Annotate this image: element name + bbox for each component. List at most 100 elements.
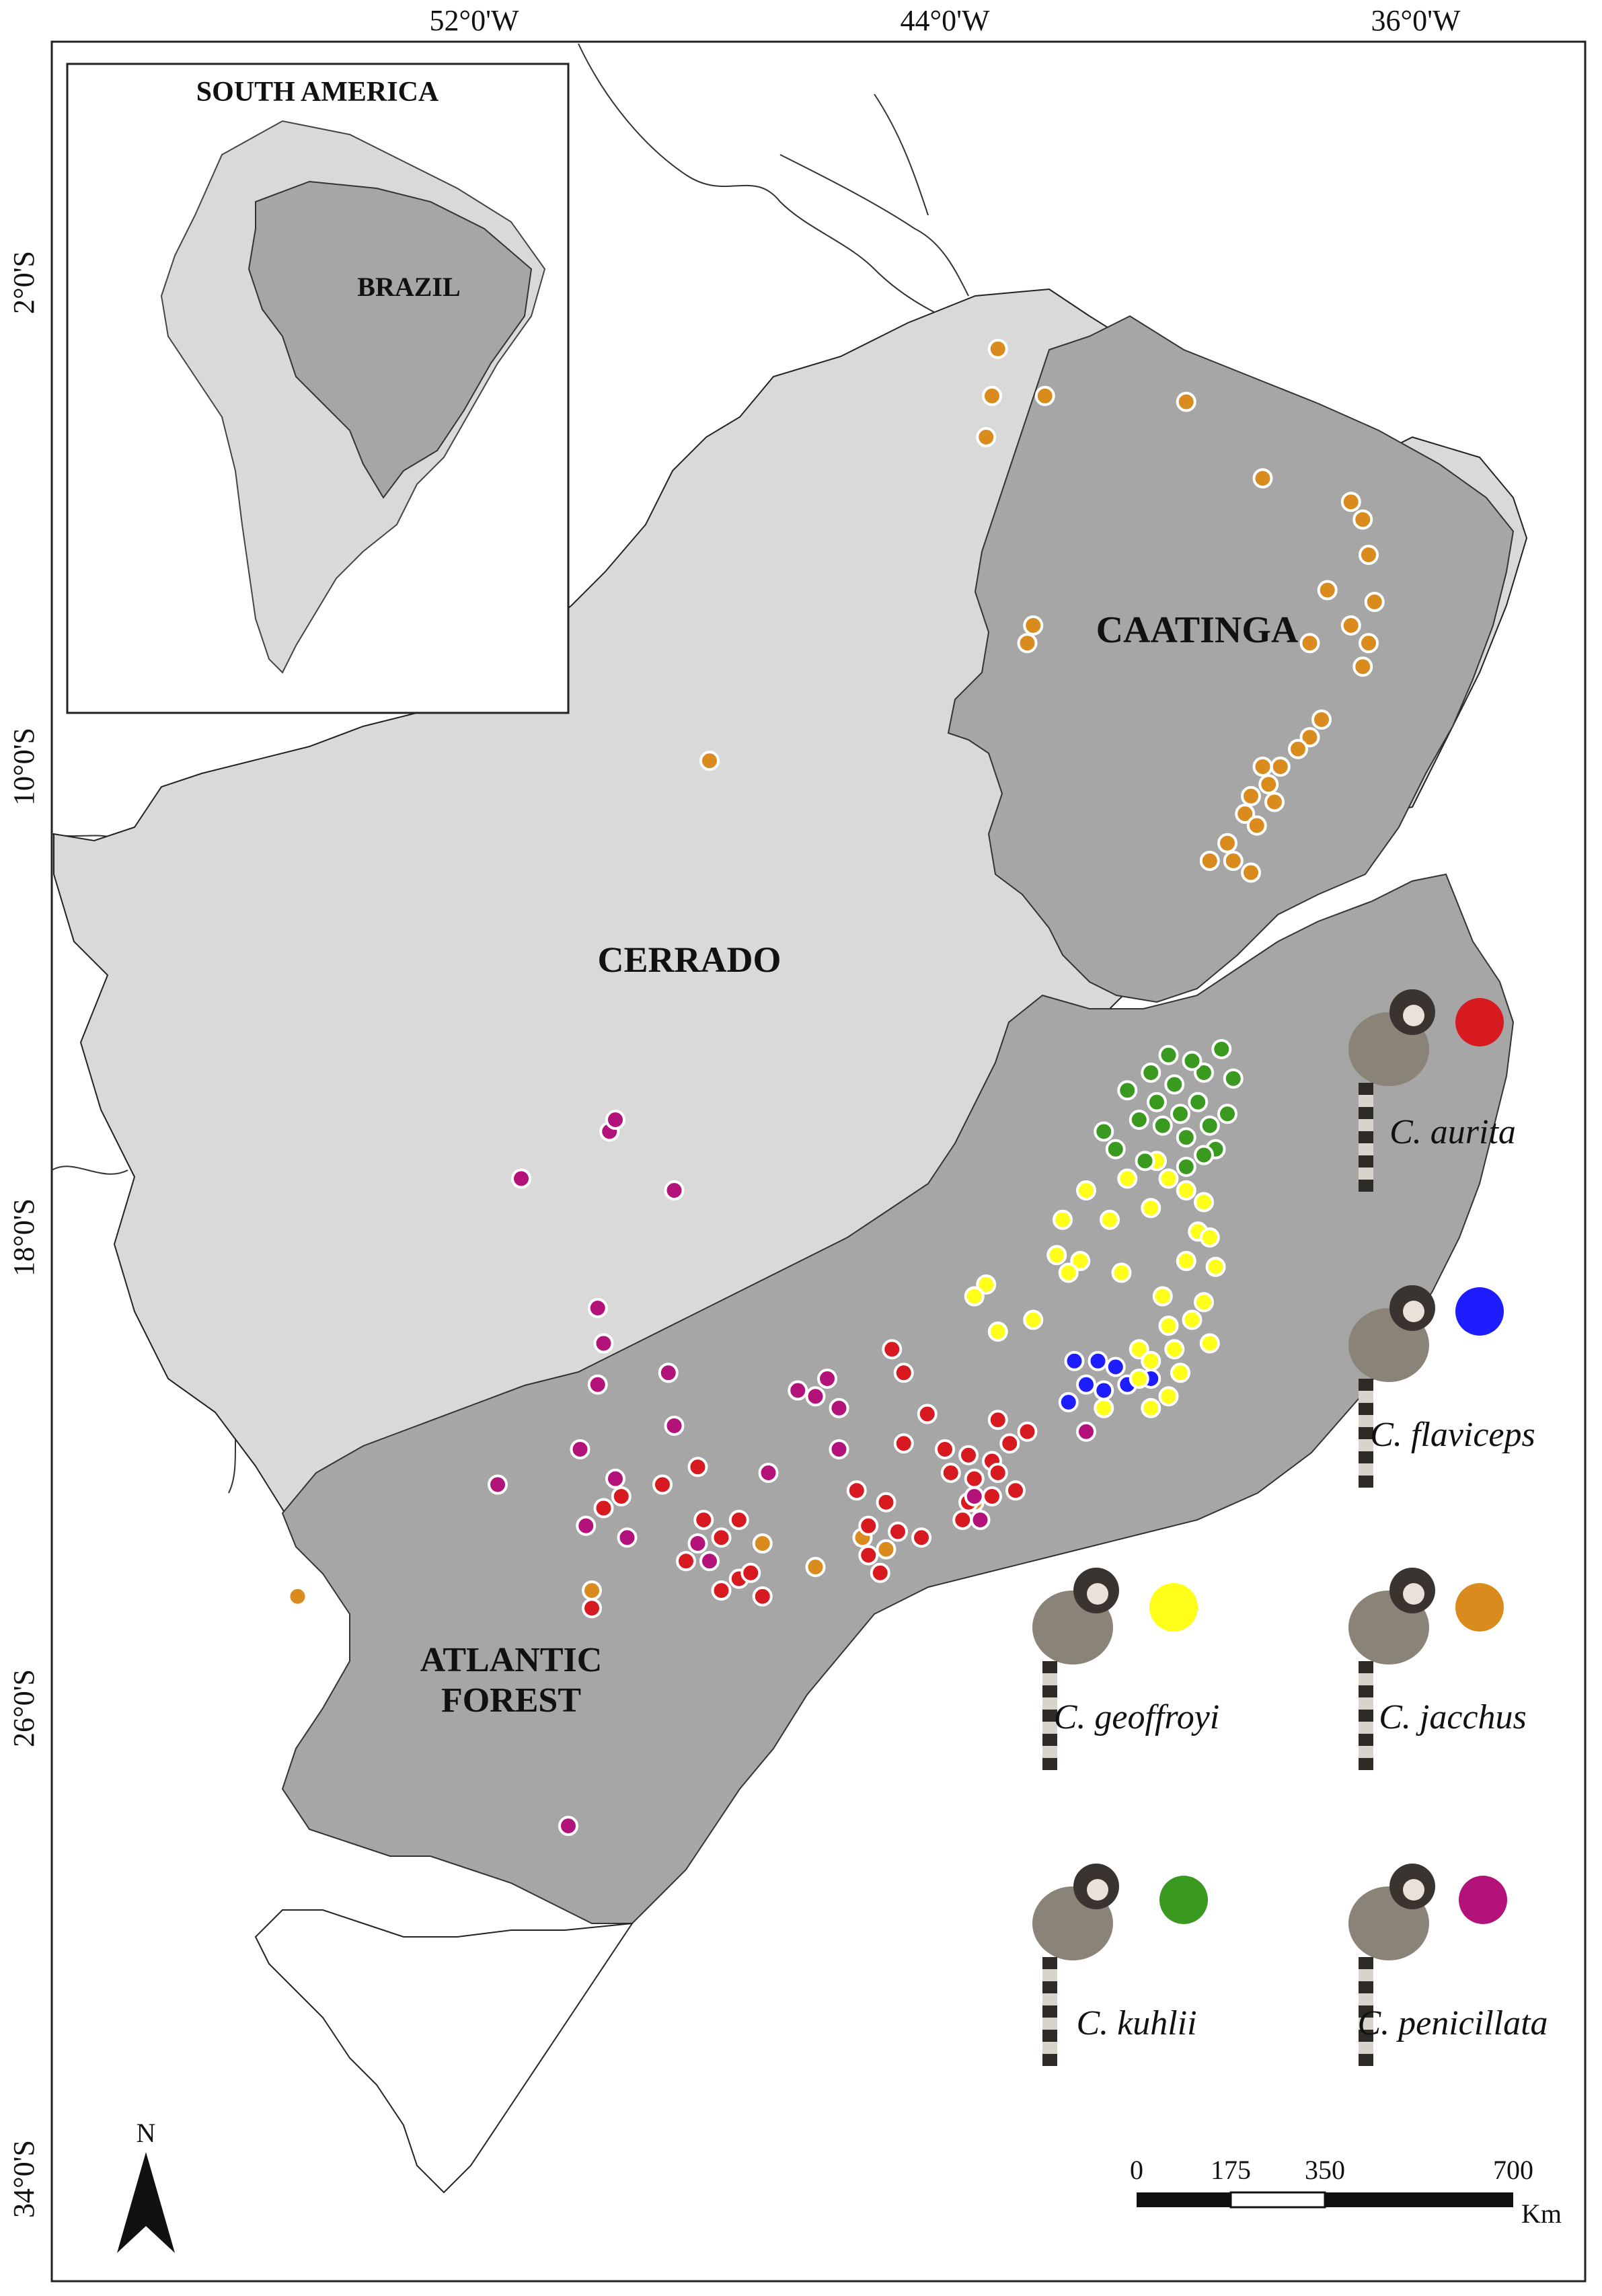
occurrence-point-jacchus: [1235, 804, 1256, 824]
occurrence-point-aurita: [999, 1433, 1020, 1454]
occurrence-point-aurita: [858, 1515, 879, 1536]
occurrence-point-jacchus: [1023, 615, 1044, 636]
occurrence-point-aurita: [987, 1463, 1008, 1483]
occurrence-point-kuhlii: [1211, 1039, 1232, 1059]
legend-item-geoffroyi: C. geoffroyi: [1032, 1568, 1219, 1770]
occurrence-point-penicillata: [664, 1416, 685, 1436]
atlantic-forest-label-2: FOREST: [441, 1681, 581, 1720]
occurrence-point-aurita: [728, 1510, 749, 1530]
occurrence-point-jacchus: [1364, 592, 1385, 612]
occurrence-point-penicillata: [788, 1380, 808, 1401]
occurrence-point-geoffroyi: [1170, 1363, 1190, 1383]
atlantic-forest-label-1: ATLANTIC: [420, 1641, 603, 1679]
occurrence-point-penicillata: [558, 1816, 578, 1836]
occurrence-point-jacchus: [1340, 492, 1361, 512]
occurrence-point-jacchus: [1359, 633, 1379, 654]
occurrence-point-kuhlii: [1147, 1092, 1167, 1112]
occurrence-point-jacchus: [976, 427, 997, 447]
occurrence-point-jacchus: [582, 1580, 602, 1601]
occurrence-point-aurita: [982, 1486, 1002, 1506]
occurrence-point-aurita: [987, 1410, 1008, 1430]
graticule-labels: 52°0'W 44°0'W 36°0'W 2°0'S 10°0'S 18°0'S…: [7, 4, 1461, 2218]
lat-label: 34°0'S: [7, 2140, 40, 2218]
occurrence-point-kuhlii: [1176, 1127, 1196, 1148]
occurrence-point-penicillata: [1076, 1421, 1096, 1442]
scale-tick: 0: [1130, 2155, 1143, 2185]
occurrence-point-geoffroyi: [1094, 1398, 1114, 1418]
occurrence-point-jacchus: [1223, 851, 1244, 871]
occurrence-point-penicillata: [576, 1515, 597, 1536]
occurrence-point-aurita: [611, 1486, 632, 1506]
occurrence-point-geoffroyi: [1100, 1209, 1120, 1230]
occurrence-point-aurita: [935, 1439, 955, 1459]
occurrence-point-penicillata: [511, 1168, 531, 1189]
occurrence-point-geoffroyi: [976, 1274, 997, 1295]
lat-label: 18°0'S: [7, 1198, 40, 1276]
marmoset-penicillata-icon: [1348, 1864, 1435, 2066]
occurrence-point-geoffroyi: [1152, 1286, 1173, 1307]
brazil-shape: [247, 180, 533, 499]
occurrence-point-aurita: [958, 1445, 979, 1465]
occurrence-point-aurita: [952, 1510, 973, 1530]
occurrence-point-aurita: [917, 1404, 938, 1424]
occurrence-point-aurita: [876, 1492, 897, 1513]
occurrence-point-aurita: [940, 1463, 961, 1483]
occurrence-point-jacchus: [1246, 815, 1267, 836]
occurrence-point-penicillata: [829, 1398, 849, 1418]
occurrence-point-aurita: [711, 1527, 732, 1548]
occurrence-point-kuhlii: [1141, 1063, 1161, 1083]
occurrence-point-geoffroyi: [1117, 1168, 1138, 1189]
occurrence-point-aurita: [964, 1468, 985, 1489]
occurrence-point-geoffroyi: [1046, 1245, 1067, 1266]
occurrence-point-jacchus: [987, 338, 1008, 359]
legend-label-jacchus: C. jacchus: [1379, 1698, 1527, 1736]
occurrence-point-aurita: [911, 1527, 931, 1548]
occurrence-point-geoffroyi: [1158, 1168, 1179, 1189]
occurrence-point-flaviceps: [1088, 1350, 1108, 1371]
occurrence-point-aurita: [893, 1433, 914, 1454]
inset-map: SOUTH AMERICA BRAZIL: [66, 63, 570, 714]
occurrence-point-penicillata: [488, 1474, 508, 1495]
occurrence-point-jacchus: [1217, 833, 1237, 853]
occurrence-point-jacchus: [1270, 757, 1291, 777]
occurrence-point-aurita: [882, 1339, 903, 1360]
occurrence-point-aurita: [582, 1598, 602, 1619]
occurrence-point-kuhlii: [1164, 1074, 1185, 1095]
occurrence-point-kuhlii: [1105, 1139, 1126, 1159]
occurrence-point-penicillata: [570, 1439, 590, 1459]
legend-item-penicillata: C. penicillata: [1348, 1864, 1548, 2066]
occurrence-point-jacchus: [1352, 509, 1373, 530]
lon-label: 36°0'W: [1371, 4, 1461, 37]
occurrence-point-geoffroyi: [1199, 1227, 1220, 1248]
occurrence-point-jacchus: [1311, 710, 1332, 730]
occurrence-point-geoffroyi: [1129, 1369, 1149, 1389]
north-arrow: N: [117, 2118, 175, 2253]
occurrence-point-geoffroyi: [1199, 1333, 1220, 1354]
scale-bar: 0 175 350 700 Km: [1130, 2155, 1562, 2229]
north-label: N: [137, 2118, 156, 2148]
occurrence-point-penicillata: [964, 1486, 985, 1506]
caatinga-label: CAATINGA: [1096, 609, 1299, 651]
occurrence-point-jacchus: [1359, 545, 1379, 565]
occurrence-point-geoffroyi: [1194, 1292, 1214, 1313]
marmoset-jacchus-icon: [1348, 1568, 1435, 1770]
occurrence-point-penicillata: [605, 1110, 625, 1130]
occurrence-point-jacchus: [1317, 580, 1338, 601]
occurrence-point-penicillata: [605, 1468, 625, 1489]
occurrence-point-jacchus: [287, 1586, 308, 1607]
legend-swatch-geoffroyi: [1149, 1583, 1198, 1632]
inset-title: SOUTH AMERICA: [196, 77, 439, 108]
legend-item-kuhlii: C. kuhlii: [1032, 1864, 1208, 2066]
occurrence-point-geoffroyi: [1176, 1251, 1196, 1271]
occurrence-point-kuhlii: [1094, 1121, 1114, 1142]
legend-label-geoffroyi: C. geoffroyi: [1054, 1698, 1220, 1736]
occurrence-point-penicillata: [805, 1386, 826, 1407]
occurrence-point-penicillata: [699, 1551, 720, 1572]
occurrence-point-kuhlii: [1199, 1115, 1220, 1136]
occurrence-point-aurita: [676, 1551, 696, 1572]
legend-swatch-kuhlii: [1159, 1876, 1208, 1924]
occurrence-point-aurita: [858, 1545, 879, 1566]
marmoset-geoffroyi-icon: [1032, 1568, 1119, 1770]
occurrence-point-penicillata: [687, 1533, 708, 1554]
